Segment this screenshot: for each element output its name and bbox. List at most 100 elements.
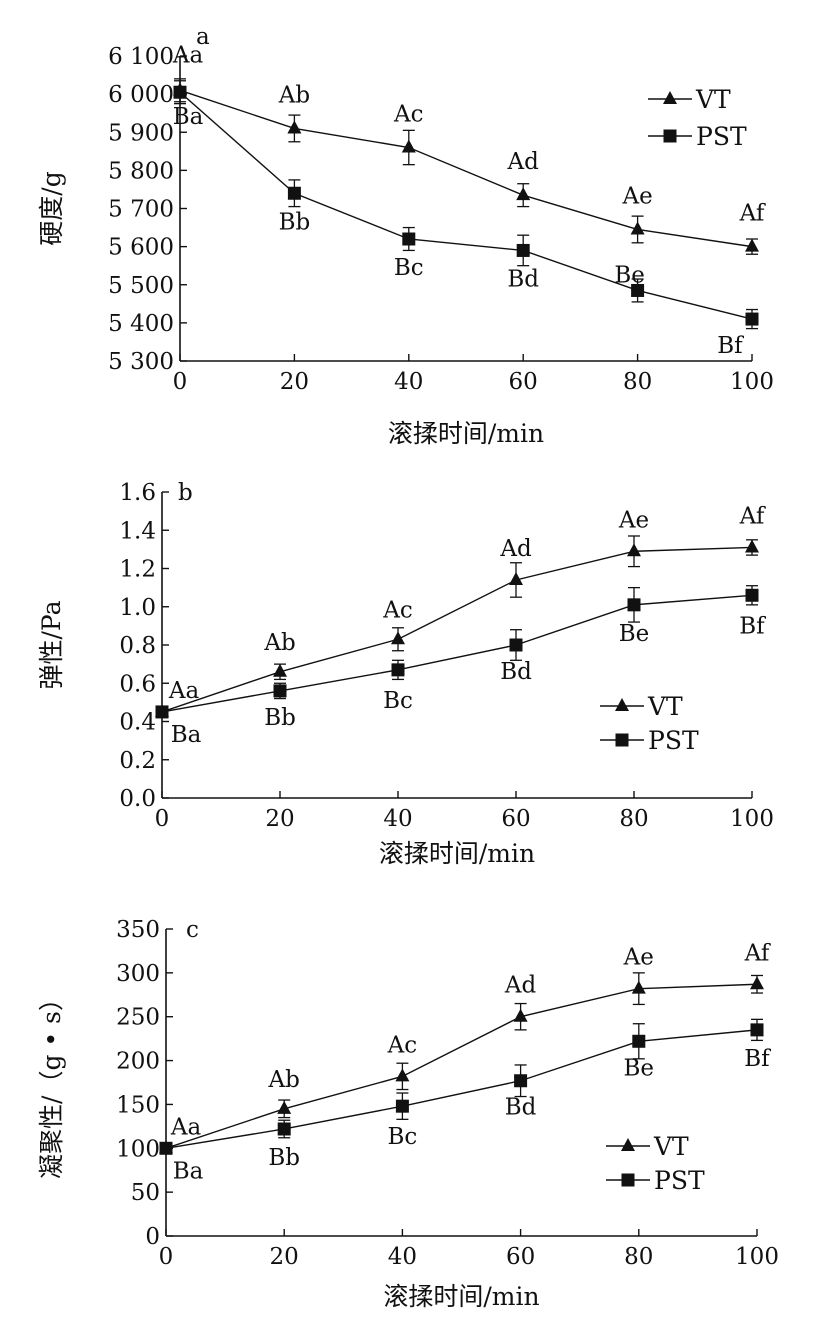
significance-label: Af [744, 940, 771, 966]
x-tick-label: 60 [509, 369, 538, 395]
significance-label: Bd [505, 1095, 537, 1121]
legend-label-vt: VT [653, 1132, 689, 1161]
data-point-vt [391, 631, 405, 645]
y-tick-label: 350 [116, 917, 160, 943]
legend-label-vt: VT [647, 692, 683, 721]
x-tick-label: 0 [173, 369, 188, 395]
y-tick-label: 1.4 [119, 518, 156, 544]
significance-label: Ba [173, 1158, 204, 1184]
x-tick-label: 80 [624, 1244, 653, 1270]
legend-marker-vt [615, 698, 629, 711]
y-tick-label: 6 100 [108, 44, 174, 70]
significance-label: Ae [618, 507, 649, 533]
significance-label: Aa [170, 1114, 202, 1140]
x-tick-label: 40 [383, 806, 412, 832]
y-tick-label: 0.6 [119, 671, 156, 697]
x-tick-label: 100 [730, 806, 774, 832]
series-line-pst [161, 594, 753, 713]
data-point-pst [514, 1074, 528, 1088]
legend-marker-pst [621, 1173, 635, 1187]
data-point-pst [632, 1034, 646, 1048]
legend-label-vt: VT [695, 85, 731, 114]
data-point-pst [391, 663, 405, 677]
series-pst: Ba Bb Bc Bd Be Bf [159, 1018, 771, 1184]
significance-label: Af [739, 503, 766, 529]
significance-label: Bd [500, 659, 532, 685]
data-point-pst [287, 186, 301, 200]
y-tick-label: 5 800 [108, 158, 174, 184]
panel-letter: a [196, 24, 210, 50]
significance-label: Bc [383, 688, 413, 714]
significance-label: Ae [623, 945, 654, 971]
significance-label: Aa [168, 678, 200, 704]
y-axis-title: 弹性/Pa [37, 600, 66, 689]
x-tick-label: 100 [730, 369, 774, 395]
y-tick-label: 1.6 [119, 480, 156, 506]
data-point-pst [173, 85, 187, 99]
series-line-pst [165, 1029, 758, 1149]
significance-label: Bd [507, 266, 539, 292]
significance-label: Ac [382, 597, 413, 623]
x-tick-label: 20 [280, 369, 309, 395]
data-point-vt [287, 120, 302, 134]
data-point-pst [509, 638, 523, 652]
data-point-vt [273, 663, 287, 677]
y-tick-label: 0.0 [119, 786, 156, 812]
y-tick-label: 5 700 [108, 197, 174, 223]
x-tick-label: 100 [735, 1244, 779, 1270]
series-line-vt [165, 983, 758, 1149]
data-point-pst [516, 243, 530, 257]
significance-label: Bb [279, 209, 311, 235]
significance-label: Ab [278, 82, 310, 108]
y-tick-label: 6 000 [108, 82, 174, 108]
significance-label: Bb [268, 1145, 300, 1171]
y-tick-label: 50 [131, 1180, 160, 1206]
data-point-vt [745, 238, 759, 252]
series-vt: Aa Ab Ac Ad Ae Af [172, 42, 766, 255]
y-tick-label: 0 [145, 1224, 160, 1250]
significance-label: Ad [504, 973, 537, 999]
series-pst: Ba Bb Bc Bd Be Bf [155, 585, 766, 748]
legend: VT PST [648, 85, 747, 151]
data-point-vt [630, 221, 645, 235]
legend-label-pst: PST [648, 726, 699, 755]
legend-marker-pst [663, 129, 677, 143]
x-tick-label: 0 [155, 806, 170, 832]
data-point-vt [631, 980, 646, 994]
y-tick-label: 200 [116, 1049, 160, 1075]
y-tick-label: 5 600 [108, 235, 174, 261]
data-point-pst [277, 1122, 291, 1136]
y-tick-label: 1.2 [119, 557, 156, 583]
panel-letter: c [186, 917, 199, 943]
data-point-vt [277, 1100, 292, 1114]
y-tick-label: 0.4 [119, 710, 156, 736]
y-tick-label: 150 [116, 1092, 160, 1118]
legend-marker-vt [663, 91, 677, 104]
significance-label: Ad [507, 149, 540, 175]
x-tick-label: 60 [506, 1244, 535, 1270]
x-axis-title: 滚揉时间/min [379, 839, 535, 868]
data-point-vt [745, 539, 759, 553]
y-tick-label: 300 [116, 961, 160, 987]
data-point-pst [402, 232, 416, 246]
x-axis-title: 滚揉时间/min [388, 419, 544, 448]
x-tick-label: 60 [501, 806, 530, 832]
data-point-vt [627, 543, 641, 557]
panel-a: 5 300 5 400 5 500 5 600 5 700 5 800 5 900 6 000… [37, 24, 774, 448]
significance-label: Ac [393, 102, 424, 128]
significance-label: Bc [388, 1124, 418, 1150]
significance-label: Aa [172, 42, 204, 68]
significance-label: Bf [739, 613, 766, 639]
series-vt: Aa Ab Ac Ad Ae Af [159, 940, 771, 1154]
significance-label: Ad [499, 536, 532, 562]
x-tick-label: 20 [265, 806, 294, 832]
significance-label: Af [739, 201, 766, 227]
significance-label: Ae [621, 183, 652, 209]
data-point-pst [395, 1099, 409, 1113]
significance-label: Bf [717, 333, 744, 359]
legend: VT PST [606, 1132, 705, 1195]
data-point-pst [745, 588, 759, 602]
y-tick-label: 5 300 [108, 349, 174, 375]
x-tick-label: 80 [623, 369, 652, 395]
